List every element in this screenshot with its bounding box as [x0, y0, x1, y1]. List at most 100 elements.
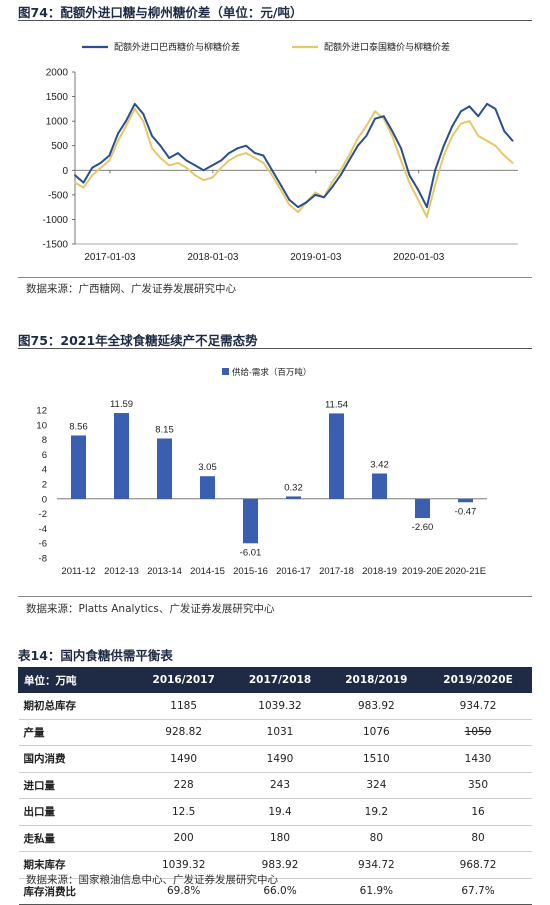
table-cell: 1490	[231, 745, 329, 773]
x-tick-label: 2019-01-03	[290, 252, 342, 263]
line-chart: 配额外进口巴西糖价与柳糖价差 配额外进口泰国糖价与柳糖价差 2017-01-03 2…	[42, 41, 518, 263]
data-point	[245, 144, 248, 147]
data-point	[159, 157, 162, 159]
column-header: 2018/2019	[327, 667, 426, 693]
data-point	[486, 139, 488, 142]
data-point	[151, 147, 153, 150]
table-row: 期末库存 1039.32 983.92 934.72 968.72	[18, 851, 532, 879]
legend-swatch	[222, 368, 229, 375]
y-tick-label: 0	[62, 166, 68, 177]
series-line	[74, 107, 514, 218]
data-point	[382, 115, 385, 118]
data-point	[91, 166, 94, 169]
data-point	[108, 154, 111, 157]
table-row: 国内消费 1490 1490 1510 1430	[18, 745, 532, 773]
table-cell: 228	[135, 772, 232, 799]
table-cell: 1490	[135, 745, 232, 773]
data-point	[348, 154, 350, 157]
value-label: -2.60	[412, 522, 434, 533]
data-point	[442, 144, 445, 147]
data-point	[108, 159, 111, 162]
x-tick-label: 2018-01-03	[187, 252, 239, 263]
data-point	[220, 159, 222, 162]
data-point	[494, 107, 497, 110]
data-point	[228, 159, 230, 162]
fig74-source: 数据来源：广西糖网、广发证券发展研究中心	[26, 283, 236, 295]
data-point	[194, 164, 197, 167]
data-point	[297, 211, 299, 213]
data-point	[400, 159, 402, 162]
y-tick-label: -4	[39, 524, 47, 535]
y-tick-label: -8	[39, 554, 47, 565]
fig74-source-rule	[18, 277, 532, 278]
y-tick-label: 2	[42, 480, 47, 491]
data-point	[494, 144, 497, 147]
row-label: 期末库存	[18, 851, 136, 879]
y-tick-label: 10	[36, 420, 47, 431]
data-point	[262, 162, 265, 164]
fig75-title-rule	[18, 348, 532, 349]
table-cell: 243	[231, 772, 329, 799]
table14-title: 表14：国内食糖供需平衡表	[18, 648, 173, 663]
data-point	[82, 186, 85, 189]
table-cell: 1039.32	[135, 851, 232, 879]
category-label: 2016-17	[276, 566, 311, 577]
table-cell: 983.92	[328, 692, 425, 720]
data-point	[477, 134, 480, 137]
y-tick-label: 0	[42, 494, 47, 505]
row-label: 国内消费	[18, 745, 136, 773]
data-point	[185, 159, 188, 162]
y-tick-label: 1000	[46, 117, 69, 128]
fig74-title: 图74：配额外进口糖与柳州糖价差（单位：元/吨）	[18, 5, 303, 20]
fig75-title: 图75：2021年全球食糖延续产不足需态势	[18, 333, 258, 348]
data-point	[477, 115, 480, 118]
data-point	[408, 181, 411, 184]
data-point	[356, 137, 359, 140]
data-point	[142, 112, 145, 115]
fig74-title-rule	[18, 20, 532, 21]
table-row: 期初总库存 1185 1039.32 983.92 934.72	[18, 692, 532, 720]
data-point	[236, 154, 239, 157]
value-label: 11.59	[110, 399, 133, 410]
data-point	[451, 134, 454, 137]
data-point	[339, 174, 342, 177]
table-header-row: 单位：万吨 2016/2017 2017/2018 2018/2019 2019…	[18, 667, 532, 693]
table-cell: 1430	[424, 745, 532, 773]
supply-demand-table: 单位：万吨 2016/2017 2017/2018 2018/2019 2019…	[18, 667, 532, 905]
data-point	[323, 196, 325, 199]
data-point	[168, 157, 171, 159]
table-cell: 61.9%	[328, 878, 425, 905]
category-label: 2019-20E	[402, 566, 443, 577]
data-point	[245, 152, 248, 154]
table-cell: 928.82	[135, 719, 232, 746]
data-point	[151, 134, 153, 137]
data-point	[177, 162, 179, 164]
data-point	[133, 103, 136, 105]
data-point	[434, 184, 436, 186]
y-tick-label: 6	[42, 450, 47, 461]
table-cell: 1076	[328, 719, 425, 746]
data-point	[391, 134, 394, 137]
data-point	[254, 152, 256, 154]
data-point	[339, 169, 342, 172]
legend-label: 配额外进口巴西糖价与柳糖价差	[114, 41, 240, 52]
data-point	[177, 152, 179, 154]
data-point	[91, 174, 94, 177]
table-row: 进口量 228 243 324 350	[18, 772, 532, 799]
bar	[243, 498, 258, 544]
row-label: 产量	[18, 719, 136, 746]
data-point	[279, 184, 282, 186]
bar	[286, 496, 301, 499]
y-tick-label: -500	[48, 190, 68, 201]
category-label: 2013-14	[147, 566, 182, 577]
table-row: 出口量 12.5 19.4 19.2 16	[18, 798, 532, 826]
table-cell: 180	[231, 825, 329, 852]
data-point	[330, 181, 333, 184]
data-point	[211, 164, 214, 167]
data-point	[288, 198, 291, 201]
table-cell: 80	[424, 825, 532, 852]
data-point	[434, 169, 436, 172]
data-point	[391, 130, 394, 132]
bar	[458, 498, 473, 503]
data-point	[451, 125, 454, 127]
